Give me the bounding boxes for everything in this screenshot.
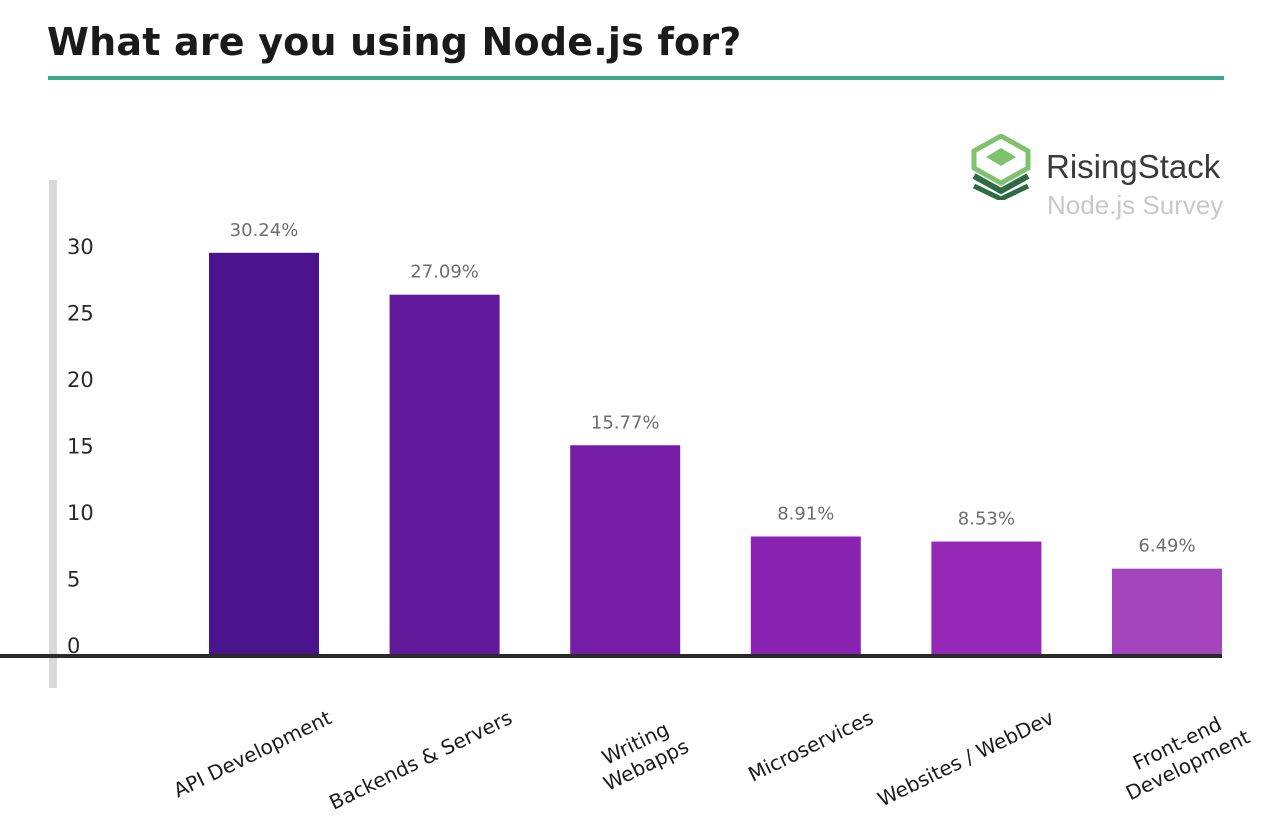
- risingstack-logo-icon: [971, 134, 1031, 200]
- bar: [209, 252, 319, 656]
- x-category-label-line: Websites / WebDev: [874, 705, 1058, 811]
- y-tick-label: 30: [67, 235, 94, 259]
- bar: [570, 445, 681, 655]
- bar: [750, 536, 861, 655]
- bar: [931, 541, 1042, 655]
- brand-name: RisingStack: [1046, 148, 1221, 185]
- brand-block: RisingStack Node.js Survey: [970, 134, 1230, 224]
- y-tick-label: 20: [67, 368, 94, 392]
- x-category-label-line: API Development: [170, 705, 336, 802]
- x-category-label: Websites / WebDev: [874, 705, 1058, 811]
- bar-value-label: 8.91%: [777, 503, 834, 524]
- brand-subtitle: Node.js Survey: [1047, 190, 1224, 220]
- x-category-label-line: Backends & Servers: [325, 705, 516, 814]
- y-tick-label: 25: [67, 302, 94, 326]
- y-tick-label: 15: [67, 435, 94, 459]
- x-category-label: API Development: [170, 705, 336, 802]
- y-tick-label: 5: [67, 568, 80, 592]
- x-category-label: Backends & Servers: [325, 705, 516, 814]
- bar-value-label: 27.09%: [410, 262, 479, 283]
- y-tick-label: 0: [67, 634, 80, 658]
- bar-value-label: 15.77%: [591, 412, 660, 433]
- y-tick-label: 10: [67, 501, 94, 525]
- bar-value-label: 8.53%: [958, 509, 1015, 530]
- bar: [1112, 568, 1222, 655]
- title-underline: [48, 76, 1224, 80]
- bar: [389, 294, 500, 655]
- bar-value-label: 6.49%: [1138, 536, 1195, 557]
- chart-title: What are you using Node.js for?: [47, 20, 742, 64]
- x-category-label-line: Microservices: [744, 705, 877, 786]
- x-axis-line: [0, 654, 1222, 658]
- y-axis-line: [49, 180, 57, 688]
- x-category-label: Microservices: [744, 705, 877, 786]
- bar-value-label: 30.24%: [230, 220, 299, 241]
